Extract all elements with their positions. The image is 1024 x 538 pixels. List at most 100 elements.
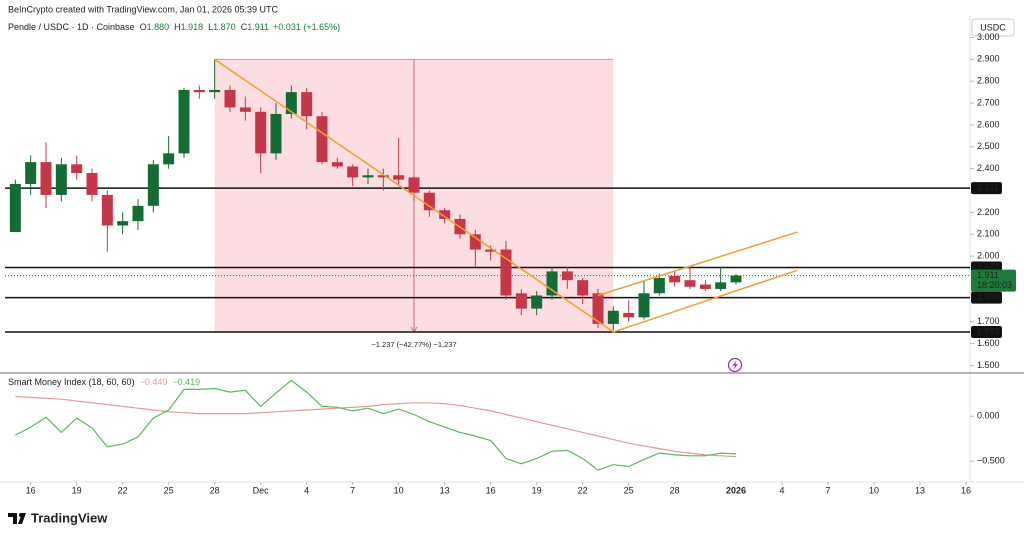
candle-body — [193, 89, 205, 93]
level-label: 1.653 — [977, 326, 1000, 336]
x-tick-label: 16 — [486, 485, 496, 495]
x-tick-label: 13 — [440, 485, 450, 495]
candle-body — [485, 249, 497, 252]
trendline — [214, 58, 614, 333]
x-tick-label: 28 — [670, 485, 680, 495]
indicator-value: −0.449 — [140, 377, 168, 387]
trendline — [613, 269, 798, 333]
level-label: 1.948 — [977, 262, 1000, 272]
level-label-box — [971, 291, 1002, 304]
y-tick-label: 2.500 — [977, 141, 1000, 151]
level-label: 1.810 — [977, 292, 1000, 302]
legend: Pendle / USDC · 1D · Coinbase O1.880 H1.91… — [8, 22, 340, 32]
candle-body — [117, 221, 129, 226]
candle-body — [71, 164, 83, 174]
legend-value: 1.918 — [181, 22, 204, 32]
y-tick-label: 2.000 — [977, 250, 1000, 260]
candle-body — [331, 162, 343, 167]
y-tick-label: 0.000 — [977, 411, 1000, 421]
legend-key: O — [140, 22, 147, 32]
measure-label: −1.237 (−42.77%) −1,237 — [371, 340, 456, 349]
x-tick-label: Dec — [253, 485, 270, 495]
last-price-box — [971, 269, 1016, 292]
candle-body — [423, 192, 435, 211]
candle-body — [669, 275, 681, 283]
y-tick-label: 2.700 — [977, 97, 1000, 107]
countdown: 18:20:03 — [977, 280, 1012, 290]
candle-body — [607, 310, 619, 324]
candle-body — [515, 293, 527, 309]
candle-body — [9, 183, 21, 233]
y-tick-label: 2.900 — [977, 54, 1000, 64]
y-tick-label: −0.500 — [977, 456, 1005, 466]
indicator-line — [15, 395, 737, 458]
x-tick-label: 4 — [779, 485, 784, 495]
candle-body — [301, 92, 313, 117]
legend-key: L — [208, 22, 213, 32]
candle-body — [546, 271, 558, 296]
x-tick-label: 10 — [394, 485, 404, 495]
x-tick-label: 25 — [164, 485, 174, 495]
candle-body — [347, 166, 359, 178]
candle-body — [561, 271, 573, 281]
y-tick-label: 1.600 — [977, 338, 1000, 348]
candle-body — [255, 111, 267, 154]
candle-body — [393, 175, 405, 180]
x-tick-label: 22 — [118, 485, 128, 495]
candle-body — [623, 312, 635, 318]
currency-box[interactable] — [971, 18, 1015, 37]
x-tick-label: 19 — [72, 485, 82, 495]
candle-body — [316, 116, 328, 163]
candle-body — [209, 89, 221, 93]
legend-value: +0.031 (+1.65%) — [273, 22, 340, 32]
y-tick-label: 2.600 — [977, 119, 1000, 129]
x-tick-label: 4 — [304, 485, 309, 495]
candle-body — [531, 295, 543, 309]
legend-key: H — [174, 22, 181, 32]
indicator-value: −0.419 — [172, 377, 200, 387]
candle-body — [163, 153, 175, 165]
candle-body — [500, 249, 512, 296]
x-tick-label: 2026 — [726, 485, 746, 495]
candle-body — [40, 162, 52, 195]
y-tick-label: 1.500 — [977, 360, 1000, 370]
x-tick-label: 28 — [210, 485, 220, 495]
x-tick-label: 19 — [532, 485, 542, 495]
x-tick-label: 10 — [869, 485, 879, 495]
x-tick-label: 7 — [825, 485, 830, 495]
trendline — [597, 231, 798, 297]
y-tick-label: 1.700 — [977, 316, 1000, 326]
logo — [8, 513, 26, 524]
candle-body — [408, 177, 420, 193]
y-tick-label: 2.200 — [977, 207, 1000, 217]
x-tick-label: 22 — [578, 485, 588, 495]
candle-body — [730, 275, 742, 283]
candle-body — [699, 284, 711, 289]
currency[interactable]: USDC — [980, 22, 1006, 32]
indicator-title: Smart Money Index (18, 60, 60) — [8, 377, 135, 387]
x-tick-label: 25 — [624, 485, 634, 495]
candle-body — [715, 282, 727, 289]
candle-body — [577, 280, 589, 296]
candle-body — [86, 173, 98, 195]
candle-body — [653, 277, 665, 294]
candle-body — [224, 89, 236, 108]
legend-value: 1.870 — [213, 22, 236, 32]
candle-body — [101, 194, 113, 226]
y-tick-label: 2.800 — [977, 76, 1000, 86]
legend-value: 1.911 — [247, 22, 269, 32]
candle-body — [270, 114, 282, 154]
candle-body — [285, 92, 297, 115]
x-tick-label: 16 — [961, 485, 971, 495]
level-label-box — [971, 325, 1002, 338]
candle-body — [147, 164, 159, 206]
legend-value: 1.880 — [147, 22, 170, 32]
level-label: 2.311 — [977, 183, 999, 193]
candle-body — [132, 205, 144, 222]
x-tick-label: 7 — [350, 485, 355, 495]
candle-body — [684, 280, 696, 287]
y-tick-label: 2.400 — [977, 163, 1000, 173]
alert-icon[interactable] — [727, 357, 743, 373]
y-tick-label: 2.100 — [977, 229, 1000, 239]
